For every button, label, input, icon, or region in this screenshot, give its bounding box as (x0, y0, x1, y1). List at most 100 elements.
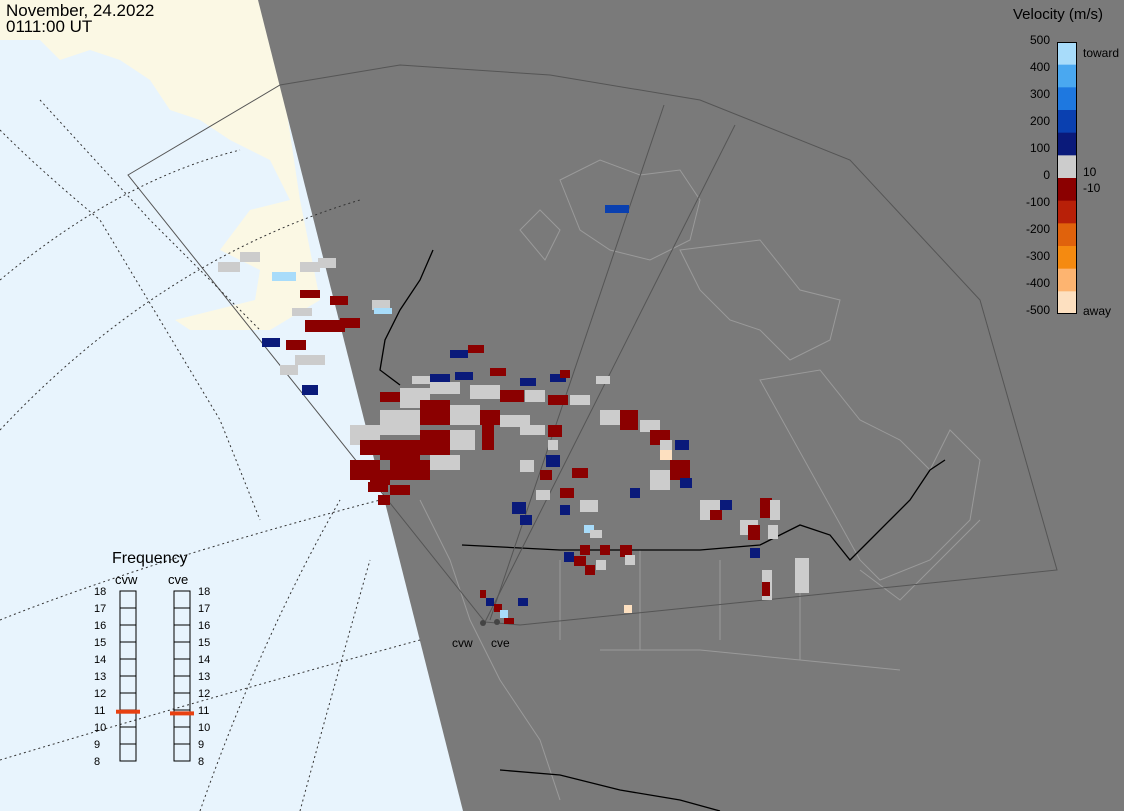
velocity-cell (560, 370, 570, 378)
colorbar-tick: 300 (1029, 87, 1050, 101)
velocity-cell (504, 618, 514, 624)
velocity-cell (455, 372, 473, 380)
velocity-cell (420, 430, 450, 455)
velocity-cell (380, 410, 420, 435)
freq-cell (173, 743, 191, 762)
velocity-cell (520, 515, 532, 525)
velocity-cell (350, 460, 380, 480)
velocity-cell (368, 482, 388, 492)
velocity-cell (512, 502, 526, 514)
velocity-cell (670, 460, 690, 480)
time-label: 0111:00 UT (6, 17, 93, 36)
velocity-cell (420, 400, 450, 425)
velocity-cell (500, 610, 508, 618)
velocity-cell (584, 525, 594, 533)
freq-tick: 18 (94, 586, 106, 598)
velocity-cell (380, 392, 400, 402)
colorbar-segment (1057, 291, 1077, 314)
frequency-scale: 18 18 17 17 16 16 15 15 14 14 13 13 12 12 11 11 10 10 9 9 8 8 (94, 586, 210, 765)
velocity-cell (640, 420, 660, 432)
velocity-cell (480, 590, 486, 598)
freq-cell (119, 726, 137, 745)
colorbar (1057, 42, 1077, 314)
velocity-cell (262, 338, 280, 347)
freq-cell (119, 743, 137, 762)
velocity-cell (302, 385, 318, 395)
colorbar-tick: 400 (1029, 60, 1050, 74)
velocity-cell (650, 470, 670, 490)
velocity-cell (330, 296, 348, 305)
velocity-cell (546, 455, 560, 467)
velocity-cell (536, 490, 550, 500)
velocity-cell (450, 350, 468, 358)
velocity-cell (550, 374, 566, 382)
site-marker-cvw (480, 620, 486, 626)
colorbar-title: Velocity (m/s) (1013, 6, 1104, 23)
velocity-cell (548, 425, 562, 437)
colorbar-segment (1057, 110, 1077, 134)
velocity-cell (748, 525, 760, 540)
freq-cell (173, 590, 191, 609)
velocity-cell (525, 390, 545, 402)
freq-cell (173, 726, 191, 745)
velocity-cell (430, 374, 450, 382)
freq-tick: 12 (94, 688, 106, 700)
velocity-cell (390, 460, 430, 480)
colorbar-segment (1057, 246, 1077, 270)
freq-cell (173, 607, 191, 626)
velocity-cell (750, 548, 760, 558)
velocity-cell (280, 365, 298, 375)
freq-tick: 17 (198, 603, 210, 615)
freq-tick: 17 (94, 603, 106, 615)
colorbar-tick: -400 (1025, 276, 1050, 290)
graticule (0, 99, 421, 811)
velocity-cell (318, 258, 336, 268)
velocity-cell (630, 488, 640, 498)
velocity-cell (580, 500, 598, 512)
velocity-cell (574, 556, 586, 566)
freq-cell (119, 624, 137, 643)
velocity-cell (596, 376, 610, 384)
colorbar-label-neg: -10 (1083, 181, 1101, 195)
colorbar-segment (1057, 200, 1077, 224)
velocity-cell (520, 425, 545, 435)
velocity-cell (500, 390, 524, 402)
freq-tick: 11 (198, 705, 209, 717)
night-region (258, 0, 1124, 811)
freq-tick: 10 (198, 722, 210, 734)
colorbar-segment (1057, 64, 1077, 88)
freq-tick: 13 (94, 671, 106, 683)
freq-cell (119, 607, 137, 626)
velocity-cell (305, 320, 345, 332)
colorbar-label-away: away (1083, 304, 1112, 318)
velocity-cell (500, 415, 530, 427)
velocity-cell (378, 495, 390, 505)
velocity-cell (360, 440, 380, 455)
velocity-cell (540, 470, 552, 480)
freq-tick: 14 (94, 654, 106, 666)
velocity-cell (300, 290, 320, 298)
velocity-cell (300, 262, 320, 272)
freq-tick: 18 (198, 586, 210, 598)
velocity-cell (580, 545, 590, 555)
velocity-cell (374, 308, 392, 314)
velocity-cell (760, 498, 772, 518)
freq-tick: 9 (94, 739, 100, 751)
velocity-cell (624, 605, 632, 613)
velocity-cell (482, 425, 494, 450)
velocity-cell (450, 430, 475, 450)
freq-cell (173, 658, 191, 677)
freq-marker (170, 711, 194, 716)
velocity-cell (486, 598, 494, 606)
velocity-cell (240, 252, 260, 262)
freq-cell (173, 692, 191, 711)
colorbar-segment (1057, 155, 1077, 179)
freq-cell (119, 641, 137, 660)
colorbar-tick: -200 (1025, 222, 1050, 236)
freq-cell (119, 675, 137, 694)
velocity-cell (620, 545, 632, 557)
velocity-cell (430, 455, 460, 470)
colorbar-label-toward: toward (1083, 46, 1120, 60)
coastlines (419, 159, 981, 801)
